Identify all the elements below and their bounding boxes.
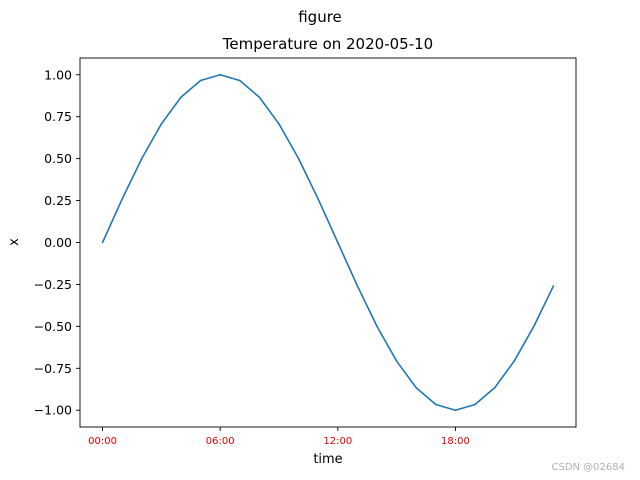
y-tick-label: −0.50 xyxy=(34,319,72,334)
watermark-text: CSDN @02684 xyxy=(551,462,625,473)
data-point xyxy=(317,198,319,200)
series-points xyxy=(101,73,555,412)
axes-frame xyxy=(79,57,577,428)
y-tick-label: 0.00 xyxy=(44,235,72,250)
data-point xyxy=(376,325,378,328)
x-axis-label: time xyxy=(313,452,342,467)
data-point xyxy=(552,285,555,287)
x-tick-label: 06:00 xyxy=(206,436,235,447)
x-axis: 00:00 06:00 12:00 18:00 xyxy=(88,427,470,447)
y-tick-label: 0.75 xyxy=(44,109,72,124)
data-point xyxy=(160,123,163,125)
data-point xyxy=(356,285,359,287)
data-point xyxy=(238,79,241,82)
y-axis-label: x xyxy=(7,238,22,246)
data-point xyxy=(180,96,182,99)
y-tick-label: −0.25 xyxy=(34,277,72,292)
x-tick-label: 00:00 xyxy=(88,436,117,447)
data-point xyxy=(101,241,104,244)
x-tick-label: 18:00 xyxy=(441,436,470,447)
data-point xyxy=(533,325,535,328)
data-point xyxy=(121,198,123,200)
data-point xyxy=(415,386,418,389)
y-tick-label: 0.50 xyxy=(44,151,72,166)
x-tick-label: 12:00 xyxy=(323,436,352,447)
data-point xyxy=(140,157,143,160)
data-point xyxy=(297,157,300,160)
data-point xyxy=(219,73,221,76)
data-point xyxy=(513,360,516,362)
y-tick-label: 0.25 xyxy=(44,193,72,208)
figure-suptitle: figure xyxy=(298,8,342,26)
plot-area: 1.00 0.75 0.50 0.25 0.00 −0.25 −0.50 −0.75 −1.00… xyxy=(34,57,577,447)
chart-title: Temperature on 2020-05-10 xyxy=(222,35,433,53)
y-tick-label: 1.00 xyxy=(44,67,72,82)
data-point xyxy=(258,96,261,99)
data-point xyxy=(199,79,202,82)
y-axis: 1.00 0.75 0.50 0.25 0.00 −0.25 −0.50 −0.75 −1.00 xyxy=(34,67,80,418)
data-point xyxy=(493,386,496,389)
data-point xyxy=(474,403,476,406)
data-point xyxy=(395,360,398,362)
data-point xyxy=(337,241,339,244)
data-point xyxy=(454,409,457,412)
data-point xyxy=(435,403,437,406)
y-tick-label: −1.00 xyxy=(34,403,72,418)
series-line xyxy=(101,73,555,412)
data-point xyxy=(278,123,280,125)
y-tick-label: −0.75 xyxy=(34,361,72,376)
